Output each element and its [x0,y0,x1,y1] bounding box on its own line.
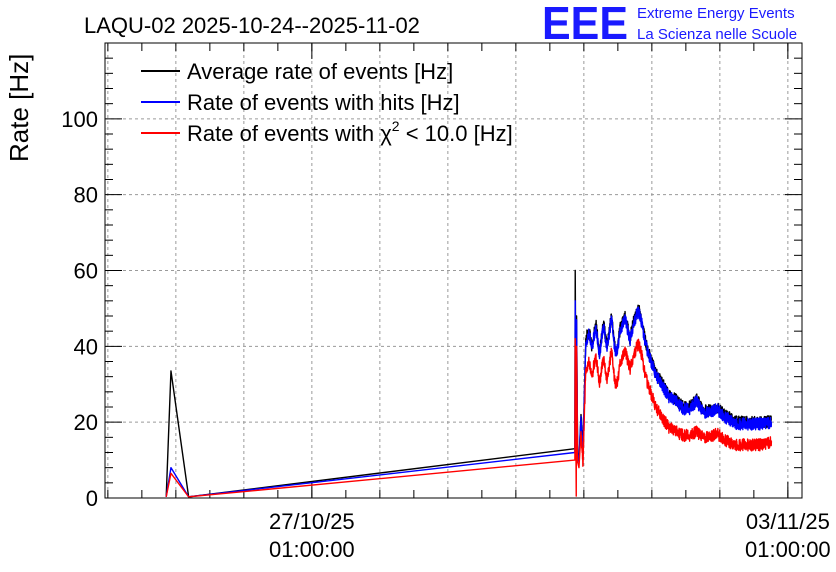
series-line-average [165,269,772,498]
legend-label-chi2: Rate of events with χ2 < 10.0 [Hz] [187,118,513,146]
y-tick-label: 100 [61,107,98,132]
y-tick-label: 40 [74,334,98,359]
axis-ticks [105,43,802,499]
x-tick-label-date: 03/11/25 [746,509,830,534]
series-group [165,269,773,498]
legend-chi2-prefix: Rate of events with [187,121,380,146]
y-tick-label: 80 [74,183,98,208]
legend-chi2-superscript: 2 [392,118,400,134]
series-line-chi2 [165,338,773,498]
logo-line-2: La Scienza nelle Scuole [637,26,797,43]
x-tick-labels: 27/10/25 01:00:00 03/11/25 01:00:00 [269,509,831,562]
x-tick-label-date: 27/10/25 [269,509,355,534]
legend-label-average: Average rate of events [Hz] [187,59,453,84]
legend: Average rate of events [Hz] Rate of even… [141,59,513,146]
logo-line-1: Extreme Energy Events [637,5,795,22]
y-tick-label: 0 [86,486,98,511]
legend-chi2-symbol: χ [380,121,392,146]
x-tick-label-time: 01:00:00 [269,537,355,562]
legend-chi2-suffix: < 10.0 [Hz] [400,121,513,146]
x-tick-label-time: 01:00:00 [745,537,831,562]
series-line-hits [165,300,773,498]
y-axis-label: Rate [Hz] [4,54,34,162]
grid-lines [105,43,802,498]
eee-logo-mark: EEE [542,0,628,49]
y-tick-label: 20 [74,410,98,435]
y-tick-labels: 0 20 40 60 80 100 [61,107,98,511]
legend-label-hits: Rate of events with hits [Hz] [187,90,460,115]
chart-title: LAQU-02 2025-10-24--2025-11-02 [84,13,420,38]
eee-logo: EEE Extreme Energy Events La Scienza nel… [542,0,797,49]
y-tick-label: 60 [74,259,98,284]
